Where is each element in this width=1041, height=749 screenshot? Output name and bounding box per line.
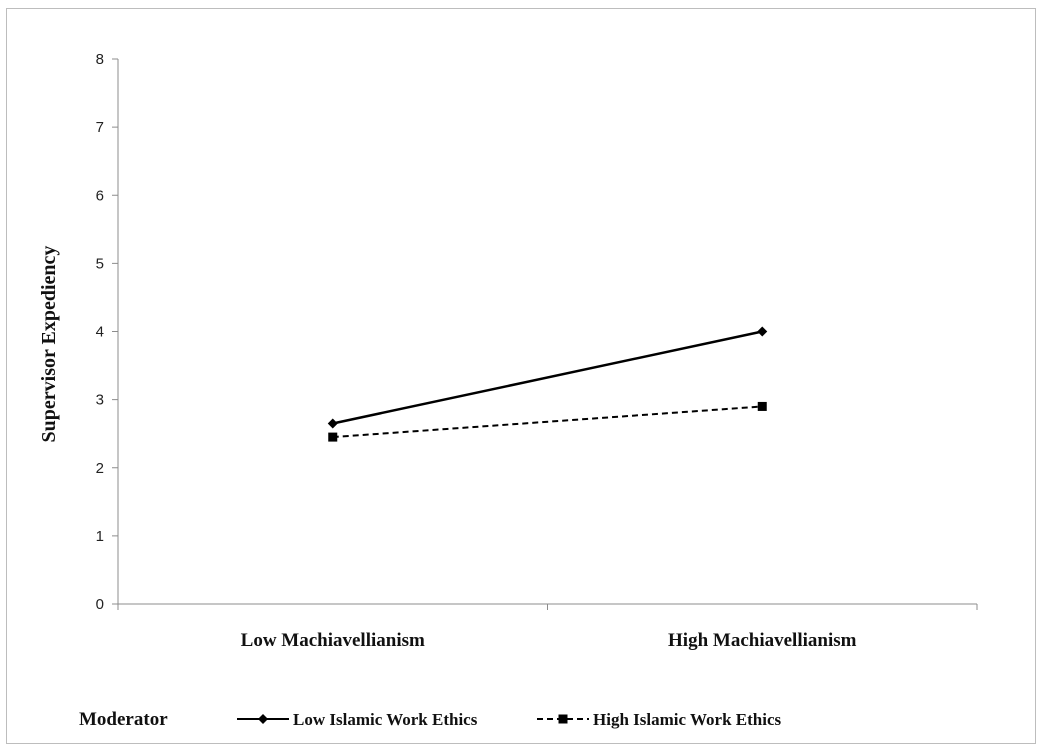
y-tick-label: 4 [96,324,104,341]
axes [117,59,978,610]
series-group [327,326,768,442]
legend: Moderator Low Islamic Work Ethics High Is… [79,709,782,730]
legend-item: High Islamic Work Ethics [537,710,782,729]
legend-label: High Islamic Work Ethics [593,710,782,729]
data-point [757,401,767,411]
legend-items: Low Islamic Work Ethics High Islamic Work… [237,710,782,729]
y-axis-label: Supervisor Expediency [38,246,60,443]
line-chart: 0 1 2 3 4 5 6 7 8 Low Machiavellianism High Machi… [38,51,978,730]
x-category-label: Low Machiavellianism [241,630,425,651]
legend-marker [558,714,568,724]
series-1 [327,326,768,429]
y-tick-label: 7 [96,119,104,136]
data-point [328,432,338,442]
y-tick-label: 6 [96,187,104,204]
y-tick-label: 2 [96,460,104,477]
series-line [332,330,763,425]
data-point [327,418,338,429]
data-point [757,326,768,337]
y-ticks: 0 1 2 3 4 5 6 7 8 [96,51,118,613]
legend-marker [258,714,268,724]
legend-title: Moderator [79,709,168,730]
legend-label: Low Islamic Work Ethics [293,710,478,729]
series-line [332,405,763,439]
legend-item: Low Islamic Work Ethics [237,710,478,729]
y-tick-label: 3 [96,392,104,409]
y-tick-label: 5 [96,255,104,272]
series-2 [328,401,767,442]
y-tick-label: 0 [96,596,104,613]
y-tick-label: 8 [96,51,104,68]
x-category-label: High Machiavellianism [668,630,857,651]
y-tick-label: 1 [96,528,104,545]
x-categories: Low Machiavellianism High Machiavellianis… [241,630,857,651]
chart-frame: 0 1 2 3 4 5 6 7 8 Low Machiavellianism High Machi… [6,8,1036,744]
